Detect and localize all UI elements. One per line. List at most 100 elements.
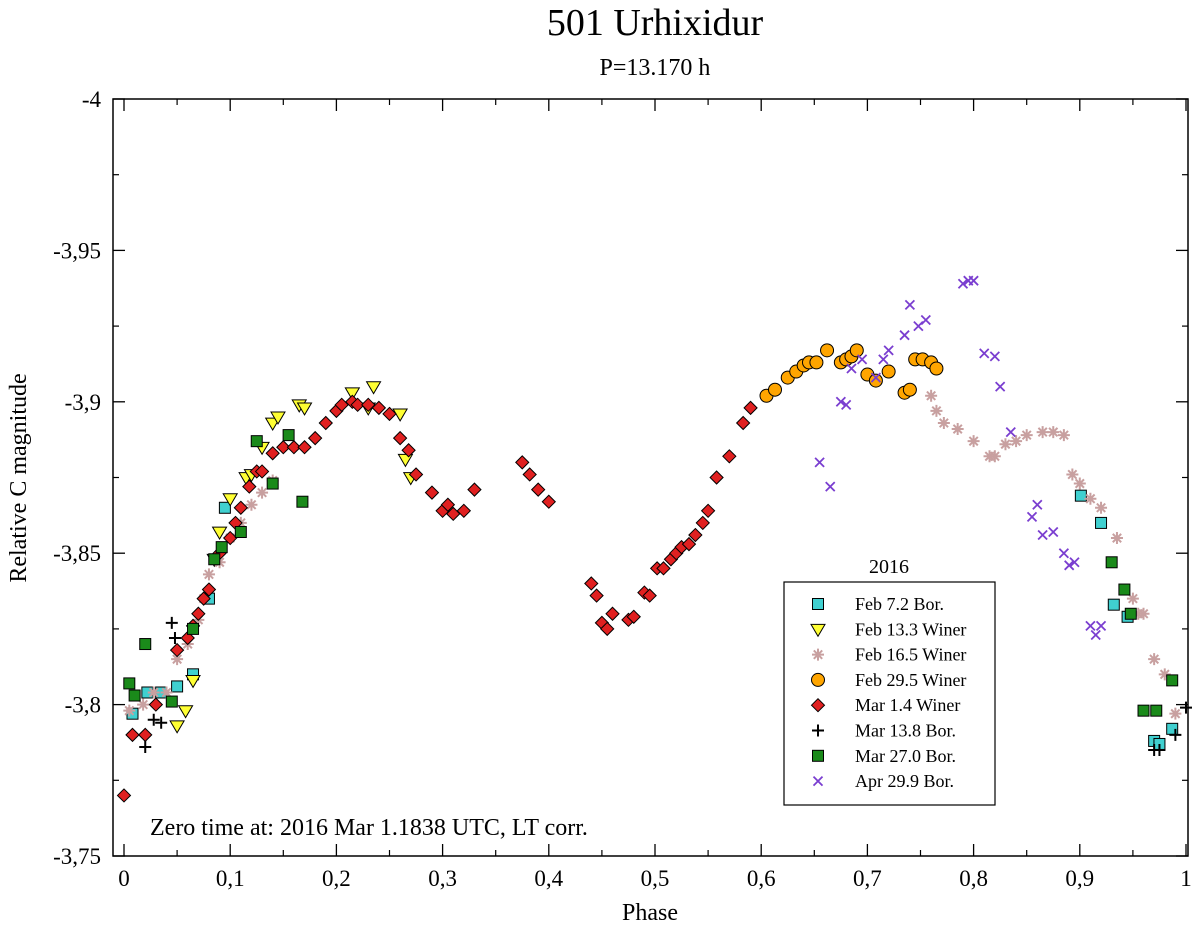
data-point (215, 541, 228, 554)
series-4 (116, 394, 758, 803)
data-point (899, 330, 910, 341)
data-point (1032, 499, 1043, 510)
data-point (139, 638, 152, 651)
data-point (1066, 468, 1079, 481)
data-point (165, 695, 178, 708)
data-point (148, 697, 164, 712)
data-point (202, 568, 215, 581)
data-point (318, 415, 333, 431)
data-point (424, 485, 440, 500)
data-point (408, 467, 424, 482)
data-point (361, 397, 376, 413)
data-point (957, 278, 969, 289)
data-point (743, 400, 758, 416)
data-point (846, 363, 857, 374)
y-tick-label: -3,75 (53, 844, 101, 869)
data-point (870, 372, 882, 383)
data-point (530, 482, 546, 497)
legend-marker (812, 775, 824, 787)
data-point (835, 396, 846, 407)
data-point (904, 299, 916, 311)
series-7 (814, 275, 1107, 641)
data-point (1005, 426, 1016, 438)
legend-marker (810, 697, 826, 713)
legend: 2016 Feb 7.2 Bor. Feb 13.3 Winer Feb 16.5 … (783, 556, 996, 806)
data-point (222, 493, 239, 507)
data-point (522, 467, 537, 482)
data-point (1085, 620, 1096, 632)
y-tick-label: -3,85 (53, 541, 101, 566)
legend-title: 2016 (869, 556, 909, 578)
data-point (116, 788, 132, 803)
data-point (467, 482, 482, 497)
data-point (1057, 429, 1070, 442)
data-point (254, 464, 270, 479)
data-point (913, 320, 924, 332)
x-tick-label: 0,7 (853, 866, 882, 891)
data-point (382, 406, 397, 422)
data-point (925, 389, 938, 402)
legend-box (783, 581, 996, 806)
data-point (722, 449, 737, 464)
data-point (1105, 556, 1118, 569)
data-point (1169, 707, 1182, 720)
data-point (929, 361, 944, 376)
data-point (139, 740, 152, 753)
data-point (191, 606, 206, 621)
data-point (286, 440, 302, 455)
chart-title: 501 Urhixidur (547, 2, 764, 44)
data-point (1073, 477, 1086, 490)
data-point (1095, 620, 1107, 632)
data-point (123, 704, 136, 717)
data-point (809, 355, 824, 370)
data-point (234, 526, 247, 539)
y-axis-label: Relative C magnitude (6, 373, 32, 582)
data-point (988, 450, 1001, 463)
chart-subtitle: P=13.170 h (600, 55, 711, 81)
x-tick-label: 0,8 (959, 866, 988, 891)
data-point (979, 348, 990, 359)
legend-marker (812, 749, 824, 762)
y-tick-label: -3,8 (65, 693, 101, 718)
data-point (849, 343, 864, 358)
data-point (265, 446, 280, 461)
legend-label: Mar 1.4 Winer (855, 695, 960, 715)
plot-frame (112, 98, 1189, 857)
data-point (688, 527, 703, 543)
data-point (1069, 557, 1080, 568)
data-point (147, 686, 160, 699)
x-tick-label: 0 (118, 866, 130, 891)
data-point (296, 495, 309, 508)
data-point (1064, 560, 1075, 571)
data-point (282, 429, 295, 442)
data-point (878, 354, 889, 365)
data-point (1150, 704, 1163, 717)
data-point (856, 354, 868, 365)
legend-label: Mar 13.8 Bor. (855, 721, 956, 741)
data-point (208, 553, 221, 566)
legend-label: Apr 29.9 Bor. (855, 771, 954, 791)
data-point (1026, 511, 1038, 523)
data-point (1036, 426, 1049, 439)
legend-items: Feb 7.2 Bor. Feb 13.3 Winer Feb 16.5 Winer… (810, 594, 966, 791)
data-point (1037, 529, 1048, 541)
data-point (233, 500, 249, 515)
data-point (128, 689, 141, 702)
data-point (440, 497, 456, 512)
data-point (600, 621, 615, 637)
data-point (735, 415, 751, 431)
data-point (589, 588, 604, 603)
series-6 (123, 429, 1179, 717)
x-tick-label: 0,1 (216, 866, 245, 891)
data-point (169, 642, 185, 658)
data-point (825, 481, 836, 492)
data-point (968, 275, 979, 286)
data-point (1166, 674, 1179, 687)
data-point (883, 345, 894, 356)
legend-label: Feb 7.2 Bor. (855, 594, 944, 614)
data-point (1124, 607, 1137, 620)
data-point (1095, 516, 1108, 529)
legend-marker (812, 648, 824, 661)
data-point (397, 453, 414, 468)
